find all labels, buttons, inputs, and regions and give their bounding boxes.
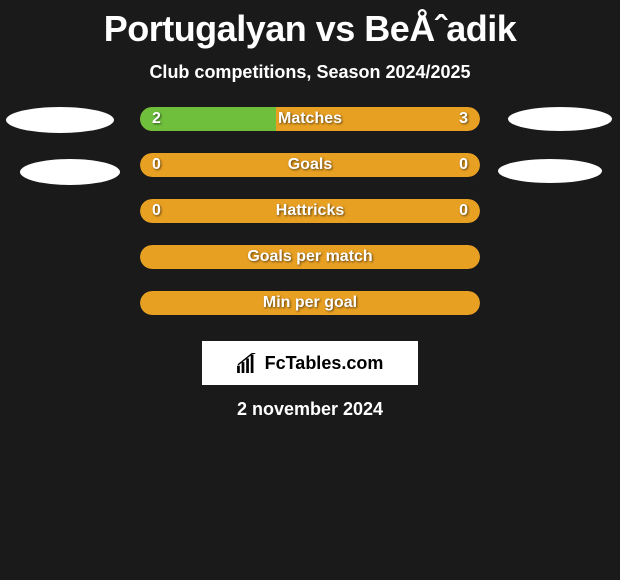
- stat-left-value: 2: [152, 110, 161, 128]
- logo-text: FcTables.com: [265, 353, 384, 374]
- stat-right-value: 0: [459, 156, 468, 174]
- stat-left-value: 0: [152, 202, 161, 220]
- stat-right-value: 3: [459, 110, 468, 128]
- stat-row-hattricks: 0 Hattricks 0: [140, 199, 480, 223]
- stat-row-matches: 2 Matches 3: [140, 107, 480, 131]
- stat-label: Goals: [288, 156, 332, 174]
- stat-row-min-per-goal: Min per goal: [140, 291, 480, 315]
- stat-row-goals-per-match: Goals per match: [140, 245, 480, 269]
- fctables-logo-link[interactable]: FcTables.com: [202, 341, 418, 385]
- team-right-avatar-placeholder: [498, 159, 602, 183]
- bar-chart-icon: [237, 353, 259, 373]
- widget-root: Portugalyan vs BeÅˆadik Club competition…: [0, 0, 620, 420]
- subtitle: Club competitions, Season 2024/2025: [149, 62, 470, 83]
- stat-label: Matches: [278, 110, 342, 128]
- stat-row-goals: 0 Goals 0: [140, 153, 480, 177]
- team-left-avatar-placeholder: [20, 159, 120, 185]
- date-text: 2 november 2024: [237, 399, 383, 420]
- stat-right-value: 0: [459, 202, 468, 220]
- stats-section: 2 Matches 3 0 Goals 0 0 Hattricks 0 Goal…: [0, 107, 620, 337]
- stat-label: Hattricks: [276, 202, 344, 220]
- player-left-avatar-placeholder: [6, 107, 114, 133]
- player-right-avatar-placeholder: [508, 107, 612, 131]
- stat-label: Goals per match: [247, 248, 372, 266]
- stat-label: Min per goal: [263, 294, 357, 312]
- stat-left-value: 0: [152, 156, 161, 174]
- page-title: Portugalyan vs BeÅˆadik: [104, 8, 517, 50]
